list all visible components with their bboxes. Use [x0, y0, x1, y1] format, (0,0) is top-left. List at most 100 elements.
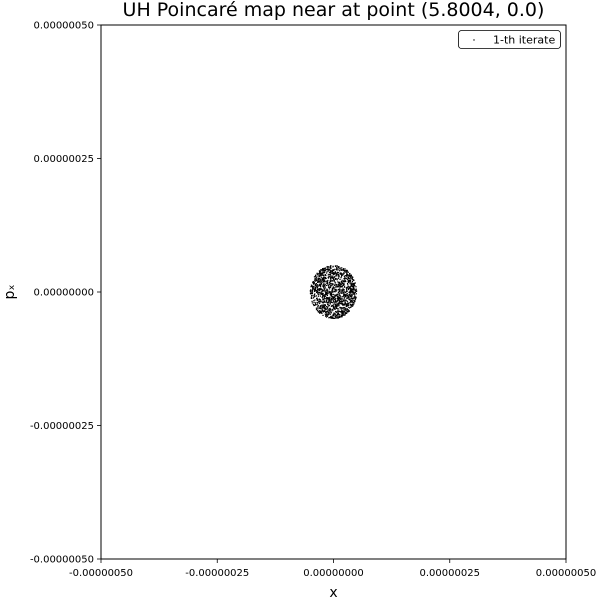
scatter-point: [338, 310, 340, 313]
scatter-point: [338, 295, 340, 297]
scatter-point: [331, 284, 333, 286]
scatter-point: [350, 295, 352, 297]
scatter-point: [352, 287, 354, 289]
scatter-point: [328, 290, 330, 292]
scatter-point: [326, 308, 328, 310]
scatter-point: [353, 293, 356, 295]
scatter-point: [321, 270, 323, 272]
scatter-point: [341, 274, 343, 276]
scatter-point: [326, 313, 328, 315]
scatter-point: [321, 310, 323, 312]
scatter-point: [335, 311, 338, 313]
scatter-point: [339, 283, 341, 285]
scatter-point: [316, 272, 318, 274]
scatter-point: [335, 317, 337, 319]
scatter-point: [326, 280, 328, 282]
legend-label: 1-th iterate: [493, 34, 555, 47]
scatter-point: [345, 269, 348, 272]
scatter-point: [328, 277, 330, 279]
scatter-point: [337, 275, 339, 277]
scatter-point: [341, 300, 343, 302]
scatter-point: [330, 292, 332, 295]
scatter-point: [344, 270, 346, 272]
scatter-point: [351, 291, 354, 293]
scatter-point: [323, 290, 325, 292]
scatter-point: [337, 314, 340, 316]
scatter-point: [338, 282, 340, 284]
scatter-point: [329, 301, 331, 304]
scatter-point: [329, 268, 331, 270]
scatter-point: [341, 307, 343, 309]
scatter-point: [314, 286, 317, 289]
scatter-point: [353, 292, 355, 294]
scatter-point: [349, 301, 351, 304]
scatter-point: [323, 275, 325, 277]
scatter-point: [343, 298, 346, 300]
scatter-point: [337, 296, 339, 298]
scatter-point: [330, 279, 332, 281]
scatter-point: [314, 278, 316, 280]
scatter-point: [313, 296, 315, 298]
scatter-point: [340, 292, 342, 294]
scatter-point: [327, 314, 329, 316]
scatter-point: [320, 287, 322, 290]
scatter-point: [343, 273, 345, 275]
scatter-point: [336, 315, 338, 317]
scatter-point: [328, 309, 330, 311]
scatter-point: [338, 266, 340, 268]
scatter-point: [335, 277, 337, 280]
scatter-point: [327, 299, 329, 301]
scatter-point: [339, 316, 341, 318]
scatter-point: [354, 295, 356, 297]
scatter-point: [313, 295, 316, 297]
scatter-point: [350, 300, 352, 302]
scatter-point: [327, 303, 329, 305]
scatter-point: [344, 276, 346, 279]
scatter-point: [346, 274, 349, 276]
scatter-point: [339, 297, 341, 300]
scatter-point: [313, 300, 315, 302]
scatter-point: [325, 314, 327, 316]
scatter-point: [325, 293, 327, 295]
scatter-point: [326, 314, 328, 316]
scatter-point: [342, 313, 344, 315]
scatter-point: [339, 290, 341, 292]
scatter-point: [329, 316, 331, 319]
scatter-point: [315, 285, 317, 287]
scatter-point: [316, 310, 319, 312]
scatter-point: [327, 291, 329, 293]
scatter-point: [324, 294, 326, 296]
scatter-point: [313, 282, 315, 285]
scatter-point: [348, 310, 350, 312]
scatter-point: [336, 279, 338, 281]
scatter-point: [345, 295, 347, 297]
scatter-point: [320, 293, 322, 295]
scatter-point: [355, 293, 357, 295]
scatter-point: [330, 316, 332, 318]
scatter-point: [333, 283, 335, 285]
scatter-point: [351, 305, 353, 307]
scatter-point: [343, 307, 345, 309]
scatter-point: [340, 308, 342, 310]
scatter-point: [320, 300, 322, 302]
scatter-point: [323, 287, 325, 289]
scatter-point: [340, 289, 342, 291]
scatter-point: [338, 282, 341, 284]
scatter-point: [328, 291, 331, 293]
scatter-point: [325, 307, 327, 309]
scatter-point: [335, 316, 337, 318]
scatter-point: [343, 313, 345, 315]
scatter-point: [321, 311, 323, 313]
scatter-point: [351, 277, 353, 279]
scatter-point: [309, 292, 312, 295]
scatter-point: [353, 287, 355, 289]
scatter-point: [351, 275, 353, 278]
scatter-point: [337, 285, 339, 287]
scatter-point: [334, 307, 336, 309]
scatter-point: [339, 302, 341, 305]
scatter-point: [323, 299, 325, 301]
scatter-point: [311, 302, 313, 304]
x-tick-label: -0.00000025: [185, 568, 249, 579]
scatter-point: [329, 267, 331, 269]
scatter-point: [343, 286, 345, 288]
